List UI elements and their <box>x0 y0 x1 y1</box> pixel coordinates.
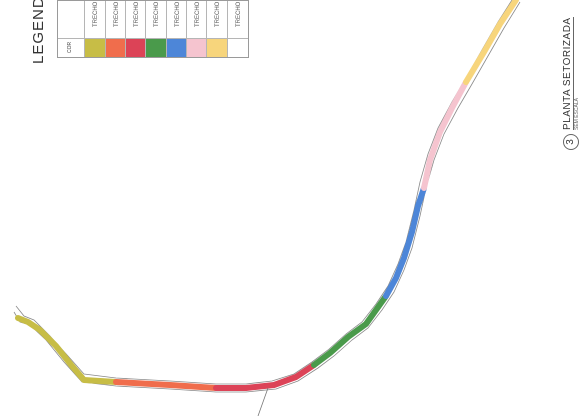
segment-pink <box>421 79 469 191</box>
segment-blue <box>383 185 427 299</box>
plan-scale: SEM ESCALA <box>574 98 580 130</box>
legend-item-label: TRECHO <box>154 1 161 27</box>
legend-swatch <box>187 39 207 57</box>
plan-title-block: 3 PLANTA SETORIZADA SEM ESCALA <box>562 17 580 150</box>
legend-item-label: TRECHO <box>215 1 222 27</box>
legend-swatch <box>227 39 248 57</box>
segment-olive <box>15 315 119 385</box>
plan-number-circle: 3 <box>563 134 579 150</box>
road-segments <box>15 0 519 391</box>
legend-item: TRECHO <box>187 1 208 57</box>
legend-item-label: TRECHO <box>134 1 141 27</box>
segment-orange <box>113 379 219 391</box>
legend-swatch <box>105 39 126 57</box>
legend-item: TRECHO <box>105 1 127 57</box>
segment-yellow <box>463 0 519 85</box>
legend-swatch <box>126 39 146 57</box>
legend-item-label: TRECHO <box>93 1 100 27</box>
legend-swatch <box>85 39 105 57</box>
legend-table: COR TRECHO TRECHO TRECHO TRECHO TRECHO T… <box>57 0 249 58</box>
legend-item: TRECHO <box>166 1 188 57</box>
legend-item-label: TRECHO <box>113 1 120 27</box>
legend-item: TRECHO <box>126 1 147 57</box>
legend-title: LEGEND <box>30 0 47 64</box>
segment-red <box>213 362 317 391</box>
legend-item: TRECHO <box>227 1 248 57</box>
segment-green <box>311 293 389 368</box>
legend-swatch-header: COR <box>67 41 73 53</box>
legend-swatch <box>146 39 166 57</box>
legend-item-label: TRECHO <box>235 1 242 27</box>
plan-title: PLANTA SETORIZADA <box>562 17 574 130</box>
legend-item-label: TRECHO <box>195 1 202 27</box>
legend-item: TRECHO <box>85 1 106 57</box>
legend-swatch <box>166 39 187 57</box>
legend-item-label: TRECHO <box>174 1 181 27</box>
legend-header-column: COR <box>58 1 86 57</box>
road-outline <box>13 0 521 393</box>
legend-item: TRECHO <box>146 1 167 57</box>
legend-item: TRECHO <box>207 1 228 57</box>
legend-swatch <box>207 39 227 57</box>
leader-line <box>257 387 269 416</box>
